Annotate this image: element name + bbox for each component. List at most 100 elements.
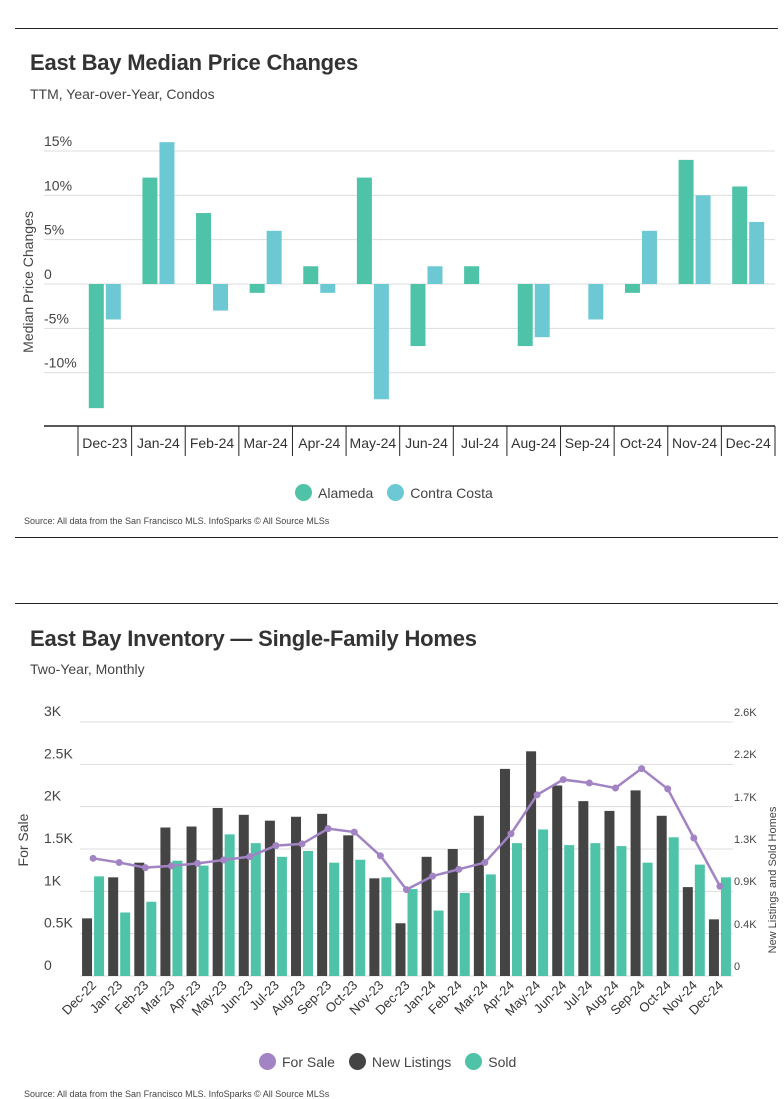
chart1-ytick-label: 10% (44, 177, 72, 193)
chart1-xtick-label: Jan-24 (137, 435, 180, 451)
chart1-xtick-label: Nov-24 (672, 435, 717, 451)
chart2-y2tick-label: 0 (734, 961, 740, 973)
chart2-ytick-label: 2.5K (44, 745, 73, 761)
chart1-bar-alameda (410, 284, 426, 347)
chart2-point-for-sale (115, 859, 123, 867)
top-rule-2 (15, 603, 778, 604)
chart2-bar-sold (616, 846, 627, 976)
chart1-title: East Bay Median Price Changes (30, 50, 358, 75)
chart2-ytick-label: 0 (44, 957, 52, 973)
chart1-ytick-label: 5% (44, 222, 64, 238)
chart2-ytick-label: 1.5K (44, 830, 73, 846)
chart2-point-for-sale (220, 856, 228, 864)
chart2-bar-sold (120, 912, 131, 976)
chart1-bar-alameda (196, 213, 212, 284)
chart1-bar-contra-costa (695, 195, 711, 284)
chart1-xtick-label: Apr-24 (298, 435, 340, 451)
chart2-point-for-sale (690, 834, 698, 842)
chart2-point-for-sale (89, 854, 97, 862)
chart1-ytick-label: -10% (44, 355, 77, 371)
chart2-ylabel: For Sale (15, 813, 31, 866)
chart2-bar-new-listings (552, 785, 563, 976)
chart2-bar-sold (381, 877, 392, 976)
chart1-legend: Alameda Contra Costa (295, 484, 493, 501)
chart2-ytick-label: 0.5K (44, 915, 73, 931)
chart2-bar-sold (538, 829, 549, 976)
chart1-bar-alameda (732, 186, 748, 284)
chart1-bar-alameda (142, 177, 158, 284)
chart1-xtick-label: Oct-24 (620, 435, 662, 451)
chart2-bar-new-listings (499, 768, 510, 976)
chart2-bar-new-listings (708, 919, 719, 976)
chart2-point-for-sale (611, 784, 619, 792)
chart1-bar-contra-costa (213, 284, 229, 311)
chart2-point-for-sale (481, 859, 489, 867)
chart1-bar-alameda (624, 284, 640, 293)
chart2-bar-sold (564, 845, 575, 976)
chart1-bar-contra-costa (427, 266, 443, 284)
chart1-bar-contra-costa (534, 284, 550, 338)
legend-swatch-sold (465, 1053, 483, 1070)
chart2-bar-sold (459, 892, 470, 976)
chart2-bar-new-listings (421, 856, 432, 976)
legend-label-sold: Sold (488, 1053, 517, 1070)
chart2-point-for-sale (716, 882, 724, 890)
chart2-y2label: New Listings and Sold Homes (767, 806, 779, 953)
chart1-plot: Median Price Changes -10% -5% 0 5% 10% 15% Dec… (20, 133, 776, 456)
chart2-bar-sold (303, 850, 314, 976)
legend-item-contra-costa: Contra Costa (387, 484, 493, 501)
chart2-point-for-sale (324, 825, 332, 833)
chart1-xtick-label: Jun-24 (405, 435, 448, 451)
chart2-bar-new-listings (578, 801, 589, 976)
chart1-bar-contra-costa (641, 230, 657, 284)
chart1-xtick-label: Sep-24 (565, 435, 610, 451)
chart2-bar-sold (276, 856, 287, 976)
chart2-y2tick-label: 2.6K (734, 707, 757, 719)
chart2-bar-new-listings (526, 751, 537, 976)
chart2-bar-new-listings (238, 814, 249, 976)
chart2-bar-sold (172, 860, 183, 976)
chart1-bar-alameda (356, 177, 372, 284)
legend-label-new-listings: New Listings (371, 1053, 452, 1070)
chart2-bar-sold (329, 862, 340, 976)
legend-swatch-new-listings (348, 1053, 366, 1070)
chart1-ytick-label: -5% (44, 310, 69, 326)
legend-item-for-sale: For Sale (259, 1053, 335, 1070)
chart2-bar-sold (407, 889, 418, 976)
chart2-bar-new-listings (656, 815, 667, 976)
chart1-bar-alameda (303, 266, 319, 284)
chart2-bar-sold (485, 874, 496, 976)
chart2-point-for-sale (376, 852, 384, 860)
chart2-point-for-sale (141, 864, 149, 872)
chart2-bar-sold (198, 865, 209, 976)
chart1-bar-contra-costa (588, 284, 604, 320)
chart2-bar-sold (668, 837, 679, 976)
bottom-rule-1 (15, 537, 778, 538)
chart1-ytick-label: 0 (44, 266, 52, 282)
chart2-bar-new-listings (108, 877, 119, 976)
chart2-bar-sold (642, 862, 653, 976)
chart2-point-for-sale (298, 840, 306, 848)
chart2-bar-new-listings (82, 918, 93, 976)
chart1-ylabel: Median Price Changes (20, 211, 36, 353)
chart2-point-for-sale (507, 830, 515, 838)
chart2-bar-new-listings (682, 887, 693, 976)
top-rule-1 (15, 28, 778, 29)
chart1-xtick-label: Dec-24 (726, 435, 771, 451)
chart2-ytick-label: 3K (44, 703, 62, 719)
chart2-bar-sold (94, 876, 105, 976)
chart2-bar-sold (146, 901, 157, 976)
chart1-bar-contra-costa (159, 142, 175, 284)
chart1-bar-contra-costa (105, 284, 121, 320)
chart2-bar-new-listings (447, 849, 458, 976)
chart1-bar-alameda (464, 266, 480, 284)
chart2-bar-new-listings (186, 826, 197, 976)
chart2-subtitle: Two-Year, Monthly (30, 661, 145, 677)
chart1-bar-alameda (249, 284, 265, 293)
chart1-xtick-label: May-24 (350, 435, 397, 451)
chart2-bar-sold (250, 843, 261, 976)
chart1-bar-contra-costa (320, 284, 336, 293)
chart1-subtitle: TTM, Year-over-Year, Condos (30, 86, 215, 102)
chart1-bar-contra-costa (373, 284, 389, 400)
legend-swatch-alameda (295, 484, 312, 501)
